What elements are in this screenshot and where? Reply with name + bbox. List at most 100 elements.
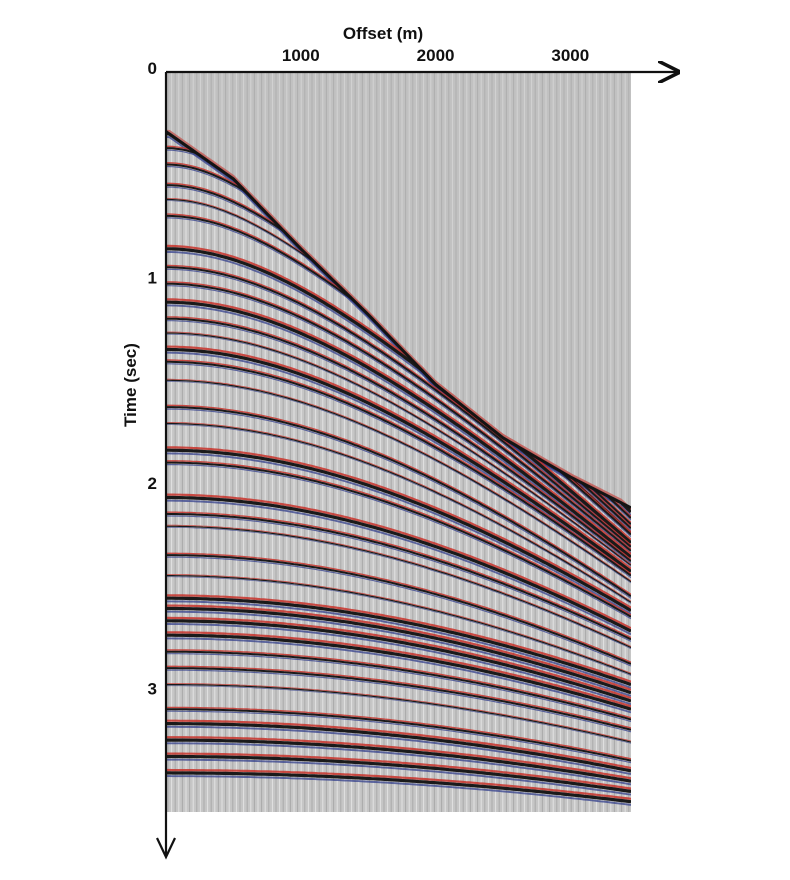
reflection-event (166, 575, 631, 675)
reflection-event-positive (166, 460, 631, 616)
reflection-event-negative (166, 710, 631, 764)
reflection-event-positive (166, 421, 631, 602)
reflection-event-negative (166, 637, 631, 714)
reflection-event-negative (166, 775, 631, 806)
reflection-event-negative (166, 320, 631, 564)
reflection-event (166, 619, 631, 703)
reflection-event-negative (166, 527, 631, 650)
y-tick-labels: 0 1 2 3 (148, 59, 157, 699)
reflection-event-positive (166, 594, 631, 683)
reflection-event (166, 360, 631, 577)
x-tick-labels: 1000 2000 3000 (282, 46, 589, 65)
reflection-event-positive (166, 281, 631, 550)
reflection-event (166, 738, 631, 783)
reflection-event (166, 667, 631, 731)
reflection-event-negative (166, 623, 631, 706)
reflection-event-positive (166, 331, 631, 565)
reflection-event-positive (166, 552, 631, 663)
y-tick-label: 2 (148, 474, 157, 493)
y-axis-arrowhead (156, 837, 176, 860)
reflection-event-negative (166, 653, 631, 723)
reflection-event (166, 247, 631, 544)
reflection-event-positive (166, 768, 631, 800)
reflection-event (166, 317, 631, 562)
reflection-event-positive (166, 736, 631, 780)
reflection-event (166, 461, 631, 618)
reflection-event-negative (166, 424, 631, 604)
y-tick-label: 0 (148, 59, 157, 78)
reflection-event-negative (166, 685, 631, 744)
reflection-event (166, 596, 631, 687)
reflection-event-positive (166, 631, 631, 708)
reflection-event (166, 554, 631, 665)
x-axis: Offset (m) 1000 2000 3000 (166, 24, 678, 72)
reflection-event-negative (166, 758, 631, 796)
reflection-event-negative (166, 304, 631, 562)
x-tick-label: 3000 (551, 46, 589, 65)
reflection-event (166, 771, 631, 804)
reflection-event (166, 266, 631, 548)
reflection-event-positive (166, 359, 631, 575)
reflection-event-positive (166, 378, 631, 582)
reflection-event-positive (166, 298, 631, 556)
reflection-event-positive (166, 649, 631, 719)
x-tick-label: 1000 (282, 46, 320, 65)
reflection-event-positive (166, 524, 631, 647)
reflection-event (166, 650, 631, 721)
reflection-event-negative (166, 268, 631, 550)
reflection-event (166, 448, 631, 612)
reflection-event (166, 606, 631, 695)
reflection-event-negative (166, 515, 631, 642)
reflection-event-positive (166, 244, 631, 541)
reflection-event-positive (166, 404, 631, 595)
reflection-event-positive (166, 493, 631, 630)
reflection-event (166, 300, 631, 559)
reflection-event-negative (166, 725, 631, 776)
reflection-event (166, 722, 631, 773)
reflection-event-positive (166, 574, 631, 674)
reflection-event-negative (166, 285, 631, 554)
reflection-event-positive (166, 446, 631, 609)
reflection-event-negative (166, 600, 631, 689)
y-axis: Time (sec) 0 1 2 3 (121, 59, 176, 860)
reflection-event-negative (166, 499, 631, 636)
reflection-event (166, 422, 631, 603)
reflection-event (166, 379, 631, 583)
reflection-event-positive (166, 316, 631, 560)
reflection-event (166, 708, 631, 762)
reflection-event (166, 406, 631, 598)
reflection-event (166, 633, 631, 711)
reflection-event-negative (166, 333, 631, 567)
reflection-event-negative (166, 576, 631, 676)
reflection-event-negative (166, 452, 631, 615)
reflection-event-positive (166, 511, 631, 639)
reflection-event-negative (166, 464, 631, 620)
reflection-event-positive (166, 683, 631, 742)
reflection-event (166, 512, 631, 641)
reflection-event-positive (166, 706, 631, 760)
reflection-event (166, 332, 631, 566)
reflection-event-negative (166, 381, 631, 584)
reflection-event-positive (166, 129, 631, 510)
reflection-event (166, 282, 631, 552)
reflection-event-positive (166, 264, 631, 546)
reflection-event-negative (166, 363, 631, 579)
reflection-event-positive (166, 604, 631, 691)
reflection-event (166, 684, 631, 743)
muted-region-above-first-break (166, 72, 631, 508)
reflection-event-positive (166, 719, 631, 770)
reflection-event (166, 347, 631, 573)
y-tick-label: 3 (148, 680, 157, 699)
reflection-event-positive (166, 665, 631, 729)
reflection-event-negative (166, 742, 631, 786)
first-break-curve (166, 130, 631, 510)
x-tick-label: 2000 (417, 46, 455, 65)
reflection-event (166, 525, 631, 649)
reflection-event-positive (166, 345, 631, 570)
reflection-event-negative (166, 408, 631, 599)
reflection-event-negative (166, 610, 631, 697)
x-axis-title: Offset (m) (343, 24, 423, 43)
reflection-event-negative (166, 556, 631, 667)
reflection-event (166, 754, 631, 793)
plot-area (166, 72, 631, 812)
